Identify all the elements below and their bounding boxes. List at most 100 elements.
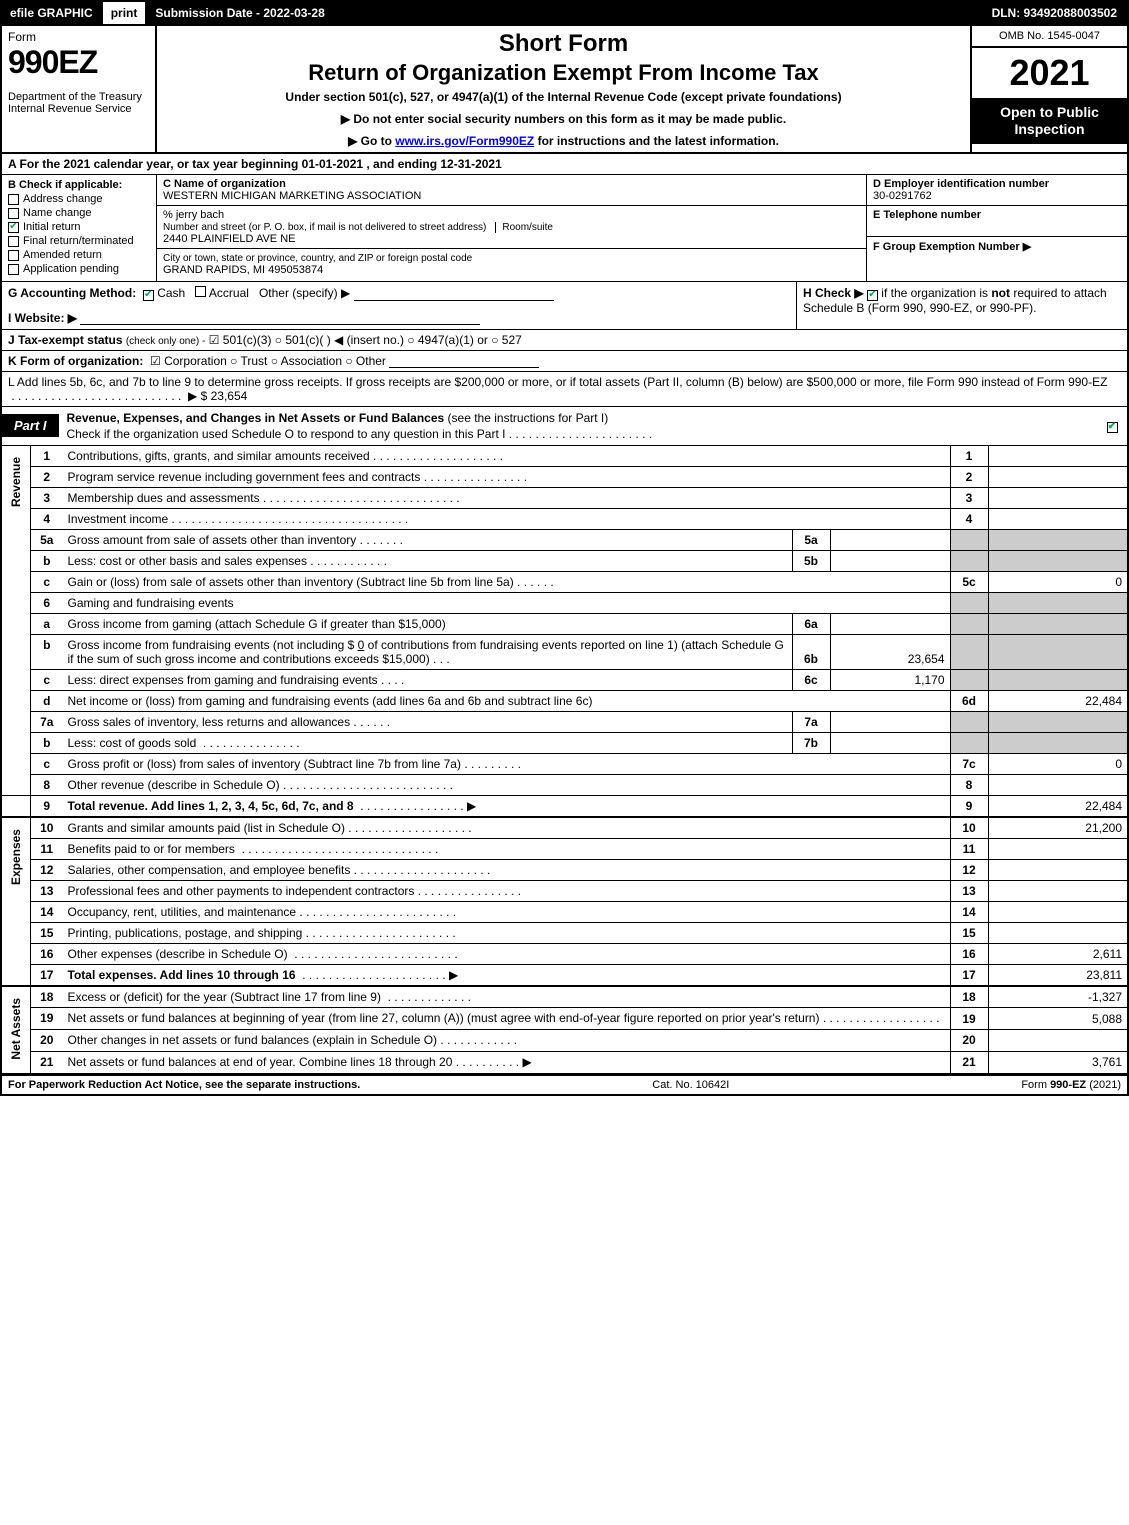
j-note: (check only one) - (126, 336, 205, 347)
line-19: 19 Net assets or fund balances at beginn… (1, 1008, 1128, 1030)
chk-cash[interactable] (143, 290, 154, 301)
j-options[interactable]: ☑ 501(c)(3) ○ 501(c)( ) ◀ (insert no.) ○… (209, 333, 522, 347)
line-6d: d Net income or (loss) from gaming and f… (1, 690, 1128, 711)
website-input[interactable] (80, 311, 480, 325)
irs-link[interactable]: www.irs.gov/Form990EZ (395, 134, 534, 148)
tax-year: 2021 (972, 48, 1127, 98)
footer-center: Cat. No. 10642I (652, 1079, 729, 1091)
section-j: J Tax-exempt status (check only one) - ☑… (0, 330, 1129, 351)
line-2: 2 Program service revenue including gove… (1, 466, 1128, 487)
line-12: 12 Salaries, other compensation, and emp… (1, 859, 1128, 880)
org-name: WESTERN MICHIGAN MARKETING ASSOCIATION (163, 190, 421, 202)
ein-value: 30-0291762 (873, 190, 932, 202)
street-value: 2440 PLAINFIELD AVE NE (163, 233, 295, 245)
line-11: 11 Benefits paid to or for members . . .… (1, 838, 1128, 859)
goto-pre: ▶ Go to (348, 134, 395, 148)
section-c: C Name of organization WESTERN MICHIGAN … (157, 175, 867, 281)
line-6: 6 Gaming and fundraising events (1, 592, 1128, 613)
line-18: Net Assets 18 Excess or (deficit) for th… (1, 986, 1128, 1008)
line-4: 4 Investment income . . . . . . . . . . … (1, 508, 1128, 529)
ein-label: D Employer identification number (873, 178, 1049, 190)
chk-part1-schedule-o[interactable] (1107, 422, 1118, 433)
form-header: Form 990EZ Department of the Treasury In… (0, 26, 1129, 154)
info-grid: B Check if applicable: Address change Na… (0, 175, 1129, 282)
ssn-note: ▶ Do not enter social security numbers o… (165, 112, 962, 126)
k-label: K Form of organization: (8, 354, 143, 368)
city-label: City or town, state or province, country… (163, 253, 472, 264)
line-1: Revenue 1 Contributions, gifts, grants, … (1, 446, 1128, 467)
form-subtitle: Under section 501(c), 527, or 4947(a)(1)… (165, 90, 962, 104)
efile-label: efile GRAPHIC (2, 2, 103, 24)
department-label: Department of the Treasury Internal Reve… (8, 91, 149, 115)
part1-table: Revenue 1 Contributions, gifts, grants, … (0, 446, 1129, 1076)
org-name-label: C Name of organization (163, 178, 286, 190)
header-left: Form 990EZ Department of the Treasury In… (2, 26, 157, 152)
footer-right: Form 990-EZ (2021) (1021, 1079, 1121, 1091)
short-form-label: Short Form (165, 30, 962, 58)
line-8: 8 Other revenue (describe in Schedule O)… (1, 774, 1128, 795)
line-9: 9 Total revenue. Add lines 1, 2, 3, 4, 5… (1, 795, 1128, 817)
side-expenses: Expenses (1, 817, 31, 986)
form-title: Return of Organization Exempt From Incom… (165, 60, 962, 86)
h-label: H Check ▶ (803, 286, 864, 300)
line-14: 14 Occupancy, rent, utilities, and maint… (1, 901, 1128, 922)
section-g: G Accounting Method: Cash Accrual Other … (2, 282, 797, 329)
omb-number: OMB No. 1545-0047 (972, 26, 1127, 48)
chk-application-pending[interactable]: Application pending (8, 263, 150, 275)
street-label: Number and street (or P. O. box, if mail… (163, 222, 486, 233)
line-7b: b Less: cost of goods sold . . . . . . .… (1, 732, 1128, 753)
line-5c: c Gain or (loss) from sale of assets oth… (1, 571, 1128, 592)
line-15: 15 Printing, publications, postage, and … (1, 922, 1128, 943)
section-h: H Check ▶ if the organization is not req… (797, 282, 1127, 329)
line-3: 3 Membership dues and assessments . . . … (1, 487, 1128, 508)
line-6b: b Gross income from fundraising events (… (1, 634, 1128, 669)
group-exemption-label: F Group Exemption Number ▶ (873, 241, 1031, 253)
submission-date: Submission Date - 2022-03-28 (147, 2, 983, 24)
chk-name-change[interactable]: Name change (8, 207, 150, 219)
section-k: K Form of organization: ☑ Corporation ○ … (0, 351, 1129, 372)
chk-final-return[interactable]: Final return/terminated (8, 235, 150, 247)
other-method-input[interactable] (354, 287, 554, 301)
top-bar: efile GRAPHIC print Submission Date - 20… (0, 0, 1129, 26)
page-footer: For Paperwork Reduction Act Notice, see … (0, 1075, 1129, 1096)
line-6a: a Gross income from gaming (attach Sched… (1, 613, 1128, 634)
header-right: OMB No. 1545-0047 2021 Open to Public In… (972, 26, 1127, 152)
print-button[interactable]: print (103, 2, 148, 24)
phone-label: E Telephone number (873, 209, 981, 221)
chk-schedule-b[interactable] (867, 290, 878, 301)
city-value: GRAND RAPIDS, MI 495053874 (163, 264, 323, 276)
section-l: L Add lines 5b, 6c, and 7b to line 9 to … (0, 372, 1129, 407)
line-13: 13 Professional fees and other payments … (1, 880, 1128, 901)
care-of: % jerry bach (163, 209, 224, 221)
k-options[interactable]: ☑ Corporation ○ Trust ○ Association ○ Ot… (150, 354, 386, 368)
line-7c: c Gross profit or (loss) from sales of i… (1, 753, 1128, 774)
g-label: G Accounting Method: (8, 286, 136, 300)
chk-accrual[interactable] (195, 286, 206, 297)
section-g-h: G Accounting Method: Cash Accrual Other … (0, 282, 1129, 330)
part1-header: Part I Revenue, Expenses, and Changes in… (0, 407, 1129, 446)
footer-left: For Paperwork Reduction Act Notice, see … (8, 1079, 360, 1091)
section-b-header: B Check if applicable: (8, 179, 150, 191)
l-text: L Add lines 5b, 6c, and 7b to line 9 to … (8, 375, 1107, 389)
section-b: B Check if applicable: Address change Na… (2, 175, 157, 281)
line-20: 20 Other changes in net assets or fund b… (1, 1030, 1128, 1052)
section-a: A For the 2021 calendar year, or tax yea… (0, 154, 1129, 175)
i-label: I Website: ▶ (8, 311, 77, 325)
side-netassets: Net Assets (1, 986, 31, 1075)
l-amount-prefix: ▶ $ (188, 389, 211, 403)
k-other-input[interactable] (389, 354, 539, 368)
chk-address-change[interactable]: Address change (8, 193, 150, 205)
goto-post: for instructions and the latest informat… (534, 134, 779, 148)
form-word: Form (8, 30, 149, 44)
line-17: 17 Total expenses. Add lines 10 through … (1, 964, 1128, 986)
section-def: D Employer identification number 30-0291… (867, 175, 1127, 281)
room-label: Room/suite (495, 222, 553, 233)
j-label: J Tax-exempt status (8, 333, 123, 347)
line-7a: 7a Gross sales of inventory, less return… (1, 711, 1128, 732)
header-center: Short Form Return of Organization Exempt… (157, 26, 972, 152)
form-number: 990EZ (8, 44, 149, 81)
chk-initial-return[interactable]: Initial return (8, 221, 150, 233)
l-amount: 23,654 (211, 389, 248, 403)
chk-amended-return[interactable]: Amended return (8, 249, 150, 261)
part1-tab: Part I (2, 414, 59, 437)
